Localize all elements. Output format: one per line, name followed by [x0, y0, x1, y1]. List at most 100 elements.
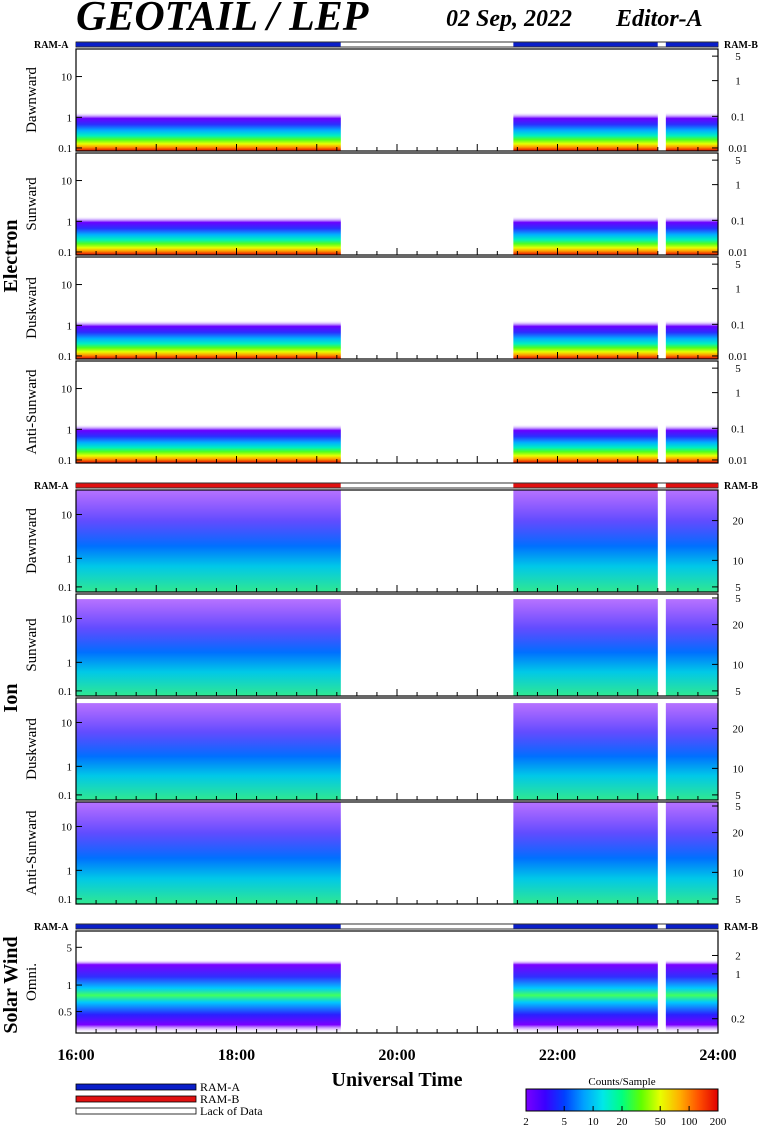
right-tick-label: 5 — [735, 790, 741, 802]
right-tick-label: 5 — [735, 801, 741, 813]
panel-electron-duskward: Duskward 10 1 0.1 5 1 0.1 0.01 — [24, 256, 748, 363]
ram-segment-electron-0 — [76, 42, 341, 47]
left-tick-label: 1 — [67, 865, 73, 877]
ram-segment-ion-3 — [657, 483, 666, 488]
plot-date: 02 Sep, 2022 — [446, 6, 572, 32]
colorbar-title: Counts/Sample — [588, 1076, 655, 1088]
right-tick-label: 10 — [733, 659, 745, 671]
data-segment-0 — [76, 257, 341, 359]
ram-legend: RAM-A RAM-B Lack of Data — [75, 1080, 263, 1118]
left-tick-label: 1 — [67, 216, 73, 228]
colorbar-tick-label: 50 — [655, 1116, 667, 1128]
left-tick-label: 0.1 — [58, 790, 72, 802]
right-tick-label: 0.1 — [731, 215, 745, 227]
ram-segment-solar-wind-1 — [340, 924, 514, 929]
right-tick-label: 0.01 — [728, 247, 747, 259]
x-tick-label: 22:00 — [539, 1047, 576, 1064]
legend-swatch-ram-b — [75, 1095, 197, 1103]
left-tick-label: 0.1 — [58, 455, 72, 467]
ram-segment-solar-wind-0 — [76, 924, 341, 929]
data-segment-2 — [665, 361, 718, 463]
ram-segment-ion-1 — [340, 483, 514, 488]
ram-segment-ion-2 — [513, 483, 658, 488]
legend-swatch-ram-a — [75, 1083, 197, 1091]
data-segment-0 — [76, 703, 341, 800]
ram-b-label-ion: RAM-B — [724, 481, 758, 492]
ram-segment-electron-3 — [657, 42, 666, 47]
panel-solar-wind-omni: Omni. 5 1 0.5 2 1 0.2 — [24, 930, 745, 1034]
left-tick-label: 1 — [67, 112, 73, 124]
ram-segment-ion-0 — [76, 483, 341, 488]
left-tick-label: 10 — [61, 821, 73, 833]
ram-a-label-electron: RAM-A — [34, 40, 69, 51]
left-tick-label: 0.1 — [58, 686, 72, 698]
data-segment-0 — [76, 599, 341, 696]
colorbar-tick-label: 200 — [710, 1116, 727, 1128]
data-segment-2 — [665, 931, 718, 1033]
left-tick-label: 10 — [61, 509, 73, 521]
data-segment-2 — [665, 257, 718, 359]
group-label-electron: Electron — [0, 220, 22, 293]
left-tick-label: 0.1 — [58, 143, 72, 155]
data-segment-1 — [513, 361, 658, 463]
right-tick-label: 5 — [735, 582, 741, 594]
legend-label-lack-of-data: Lack of Data — [200, 1104, 263, 1118]
right-tick-label: 10 — [733, 867, 745, 879]
left-tick-label: 1 — [67, 761, 73, 773]
right-tick-label: 0.1 — [731, 111, 745, 123]
panel-ylabel: Duskward — [24, 718, 40, 780]
left-tick-label: 1 — [67, 320, 73, 332]
ram-a-label-ion: RAM-A — [34, 481, 69, 492]
legend-label-ram-a: RAM-A — [200, 1080, 240, 1094]
colorbar: Counts/Sample 2 5 10 20 50 100 200 — [523, 1076, 727, 1128]
ram-segment-ion-4 — [665, 483, 718, 488]
data-segment-0 — [76, 153, 341, 255]
ram-segment-solar-wind-4 — [665, 924, 718, 929]
right-tick-label: 10 — [733, 555, 745, 567]
panel-ylabel: Dawnward — [24, 508, 40, 574]
data-segment-1 — [513, 703, 658, 800]
left-tick-label: 1 — [67, 657, 73, 669]
ram-segment-solar-wind-2 — [513, 924, 658, 929]
data-segment-0 — [76, 490, 341, 592]
panel-electron-sunward: Sunward 10 1 0.1 5 1 0.1 0.01 — [24, 152, 748, 259]
legend-label-ram-b: RAM-B — [200, 1092, 239, 1106]
right-tick-label: 10 — [733, 763, 745, 775]
right-tick-label: 20 — [733, 828, 745, 840]
left-tick-label: 0.1 — [58, 247, 72, 259]
data-segment-0 — [76, 361, 341, 463]
plot-title: GEOTAIL / LEP — [76, 0, 369, 40]
colorbar-tick-label: 100 — [681, 1116, 698, 1128]
left-tick-label: 0.5 — [58, 1007, 72, 1019]
x-axis: 16:00 18:00 20:00 22:00 24:00 — [57, 1047, 736, 1064]
right-tick-label: 1 — [735, 284, 741, 296]
group-label-ion: Ion — [0, 684, 22, 713]
panel-ylabel: Sunward — [24, 618, 40, 672]
right-tick-label: 2 — [735, 950, 741, 962]
right-tick-label: 1 — [735, 76, 741, 88]
right-tick-label: 5 — [735, 259, 741, 271]
right-tick-label: 20 — [733, 516, 745, 528]
ram-b-label-solar-wind: RAM-B — [724, 922, 758, 933]
right-tick-label: 1 — [735, 969, 741, 981]
right-tick-label: 5 — [735, 593, 741, 605]
data-segment-1 — [513, 802, 658, 904]
right-tick-label: 5 — [735, 51, 741, 63]
data-segment-1 — [513, 599, 658, 696]
data-segment-2 — [665, 703, 718, 800]
colorbar-tick-label: 10 — [588, 1116, 600, 1128]
colorbar-tick-label: 2 — [523, 1116, 529, 1128]
x-axis-label: Universal Time — [332, 1069, 463, 1091]
left-tick-label: 1 — [67, 980, 73, 992]
group-label-solar-wind: Solar Wind — [0, 936, 22, 1033]
left-tick-label: 10 — [61, 384, 73, 396]
ram-mode-bars — [75, 41, 719, 930]
right-tick-label: 5 — [735, 894, 741, 906]
right-tick-label: 20 — [733, 620, 745, 632]
colorbar-tick-label: 5 — [561, 1116, 567, 1128]
panel-ion-anti-sunward: Anti-Sunward 10 1 0.1 5 20 10 5 — [24, 801, 744, 906]
left-tick-label: 5 — [67, 942, 73, 954]
data-segment-2 — [665, 599, 718, 696]
x-tick-label: 16:00 — [57, 1047, 94, 1064]
